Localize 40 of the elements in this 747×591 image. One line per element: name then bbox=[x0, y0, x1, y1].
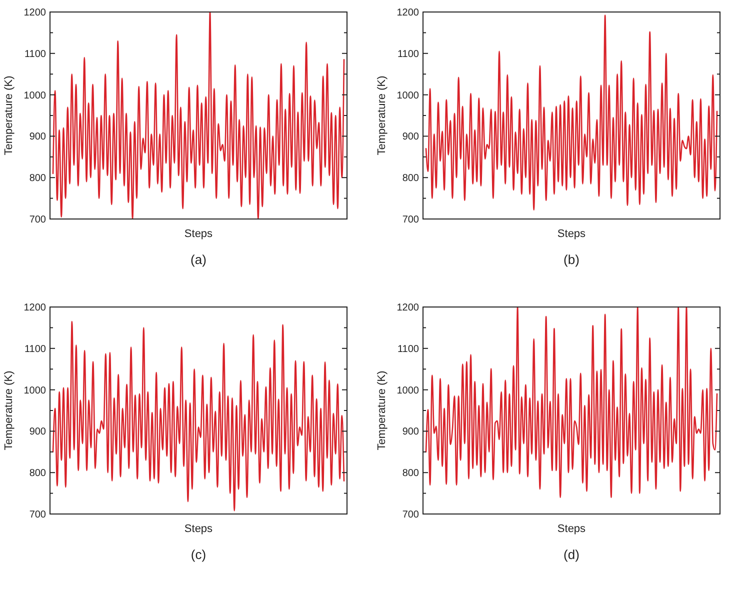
y-tick-label: 1200 bbox=[396, 302, 420, 314]
y-tick-label: 800 bbox=[29, 468, 46, 480]
y-axis-title: Temperature (K) bbox=[376, 76, 388, 156]
y-tick-label: 800 bbox=[29, 173, 46, 184]
text: (b) bbox=[564, 252, 580, 267]
y-tick-label: 1200 bbox=[396, 8, 420, 18]
y-tick-label: 1100 bbox=[397, 48, 420, 60]
x-axis-title: Steps bbox=[184, 523, 214, 535]
y-tick-label: 900 bbox=[402, 132, 420, 143]
line-series bbox=[425, 306, 718, 498]
y-tick-label: 900 bbox=[29, 132, 46, 143]
y-tick-label: 1100 bbox=[24, 48, 46, 60]
text: (a) bbox=[190, 252, 206, 267]
y-tick-label: 1000 bbox=[396, 385, 420, 396]
text: (d) bbox=[564, 547, 580, 562]
y-tick-label: 1200 bbox=[24, 302, 46, 314]
y-axis-title: Temperature (K) bbox=[3, 76, 15, 156]
line-series bbox=[425, 14, 718, 211]
y-tick-label: 800 bbox=[402, 468, 420, 480]
x-axis-title: Steps bbox=[184, 228, 214, 240]
y-tick-label: 1000 bbox=[24, 90, 46, 102]
x-axis-title: Steps bbox=[557, 523, 586, 535]
y-tick-label: 1000 bbox=[396, 90, 420, 102]
y-tick-label: 700 bbox=[402, 214, 420, 226]
text: (c) bbox=[190, 547, 206, 562]
y-tick-label: 700 bbox=[29, 510, 46, 520]
x-axis-title: Steps bbox=[557, 228, 586, 240]
line-series bbox=[52, 320, 345, 512]
y-axis-title: Temperature (K) bbox=[376, 370, 388, 450]
y-tick-label: 900 bbox=[29, 426, 46, 438]
y-axis-title: Temperature (K) bbox=[3, 370, 15, 450]
line-series bbox=[52, 11, 345, 220]
y-tick-label: 1100 bbox=[397, 344, 420, 355]
y-tick-label: 700 bbox=[402, 510, 420, 520]
y-tick-label: 1100 bbox=[24, 344, 46, 355]
y-tick-label: 900 bbox=[402, 426, 420, 438]
y-tick-label: 700 bbox=[29, 214, 46, 226]
y-tick-label: 800 bbox=[402, 173, 420, 184]
y-tick-label: 1000 bbox=[24, 385, 46, 396]
y-tick-label: 1200 bbox=[24, 8, 46, 18]
